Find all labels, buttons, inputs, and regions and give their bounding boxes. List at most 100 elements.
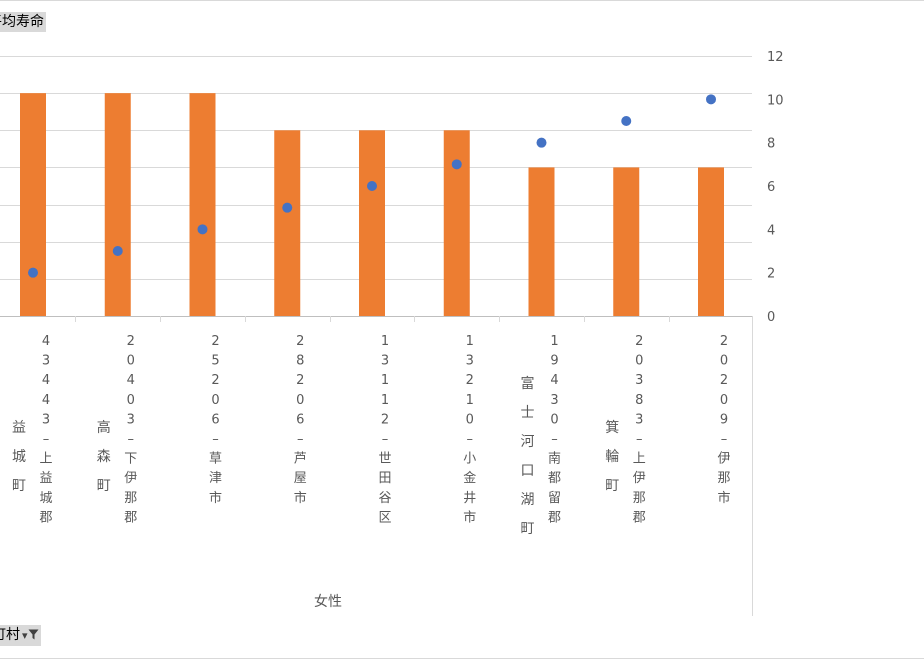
row-field-label: 区町村	[0, 627, 20, 643]
category-label: 2 5 2 0 6 – 草津市	[209, 334, 222, 506]
y2-tick-label: 8	[767, 137, 775, 152]
category-char: 0	[211, 393, 219, 408]
y2-tick-label: 10	[767, 93, 784, 108]
category-char: 4	[42, 334, 50, 349]
category-char: 3	[635, 373, 643, 388]
category-char: 2	[720, 373, 728, 388]
category-group-char: 町	[12, 478, 26, 494]
category-char: 2	[296, 334, 304, 349]
chart-frame-bottom-border	[0, 658, 924, 659]
filter-dropdown-icon[interactable]: ▾	[22, 626, 39, 646]
point-series	[28, 94, 716, 278]
category-char: 市	[294, 490, 307, 506]
category-char: 1	[466, 334, 474, 349]
data-point	[706, 94, 716, 105]
category-char: 那	[124, 491, 137, 506]
category-char: 6	[296, 412, 304, 427]
category-char: 0	[720, 354, 728, 369]
bar	[359, 130, 385, 316]
bar	[528, 167, 555, 316]
value-field-label: 平均寿命	[0, 14, 44, 30]
category-char: 0	[127, 393, 135, 408]
category-char: 井	[463, 491, 476, 506]
category-char: –	[128, 432, 135, 447]
category-char: 9	[550, 354, 558, 369]
y2-tick-label: 6	[767, 180, 775, 195]
category-group-char: 口	[521, 463, 535, 479]
category-char: 0	[466, 412, 474, 427]
category-char: 那	[633, 491, 646, 506]
category-char: 世	[378, 452, 391, 467]
category-char: 8	[296, 354, 304, 369]
category-char: 伊	[633, 471, 646, 486]
category-char: –	[382, 432, 389, 447]
category-char: 1	[550, 334, 558, 349]
category-char: –	[721, 432, 728, 447]
bar	[20, 93, 46, 317]
category-group-char: 湖	[521, 492, 535, 508]
category-group-char: 城	[12, 449, 26, 465]
category-char: –	[43, 432, 50, 447]
category-group-char: 町	[521, 521, 535, 537]
category-char: 3	[550, 393, 558, 408]
bar	[698, 167, 724, 316]
category-char: 草	[209, 452, 222, 467]
bar	[274, 130, 301, 316]
category-axis: 43443–上益城郡益城町20403–下伊那郡高森町25206–草津市28206…	[12, 334, 731, 537]
category-char: 4	[127, 373, 135, 388]
category-group-char: 河	[521, 434, 535, 450]
category-char: –	[467, 432, 474, 447]
category-char: 3	[381, 354, 389, 369]
category-group-char: 町	[97, 478, 111, 494]
category-char: 南	[548, 451, 561, 467]
category-char: 2	[466, 373, 474, 388]
category-char: 1	[381, 334, 389, 349]
category-char: 都	[548, 471, 561, 486]
category-char: –	[636, 432, 643, 447]
category-char: 2	[127, 334, 135, 349]
category-char: 1	[466, 393, 474, 408]
category-char: –	[297, 432, 304, 447]
category-char: 2	[635, 334, 643, 349]
category-char: –	[212, 432, 219, 447]
chart-frame-top-border	[0, 0, 924, 1]
category-char: 0	[635, 354, 643, 369]
y2-tick-label: 12	[767, 50, 784, 65]
category-char: 伊	[124, 471, 137, 486]
bar	[613, 167, 640, 316]
category-char: 郡	[124, 510, 137, 525]
category-char: 田	[378, 471, 391, 486]
category-char: 郡	[39, 510, 52, 525]
category-char: 郡	[548, 510, 561, 525]
category-char: 市	[463, 509, 476, 525]
row-field-filter-button[interactable]: 区町村▾	[0, 625, 41, 646]
category-char: 芦	[294, 452, 307, 467]
data-point	[282, 202, 293, 213]
data-point	[621, 116, 632, 126]
category-char: 3	[127, 412, 135, 427]
data-point	[112, 246, 123, 256]
category-char: 0	[720, 393, 728, 408]
category-char: 3	[635, 412, 643, 427]
category-label: 2 8 2 0 6 – 芦屋市	[294, 334, 307, 506]
category-char: 小	[463, 452, 476, 467]
category-char: 谷	[378, 491, 391, 506]
category-char: 8	[635, 393, 643, 408]
y2-tick-label: 0	[767, 310, 775, 325]
y2-tick-label: 4	[767, 223, 775, 238]
data-point	[367, 181, 377, 191]
category-char: 城	[39, 491, 52, 506]
category-char: 6	[211, 412, 219, 427]
data-point	[197, 224, 208, 235]
category-group-char: 富	[521, 375, 535, 392]
category-char: 上	[633, 452, 646, 467]
value-field-button[interactable]: 平均寿命	[0, 12, 46, 32]
gender-group-label: 女性	[314, 593, 342, 610]
category-char: 4	[550, 373, 558, 388]
category-char: –	[551, 432, 558, 447]
